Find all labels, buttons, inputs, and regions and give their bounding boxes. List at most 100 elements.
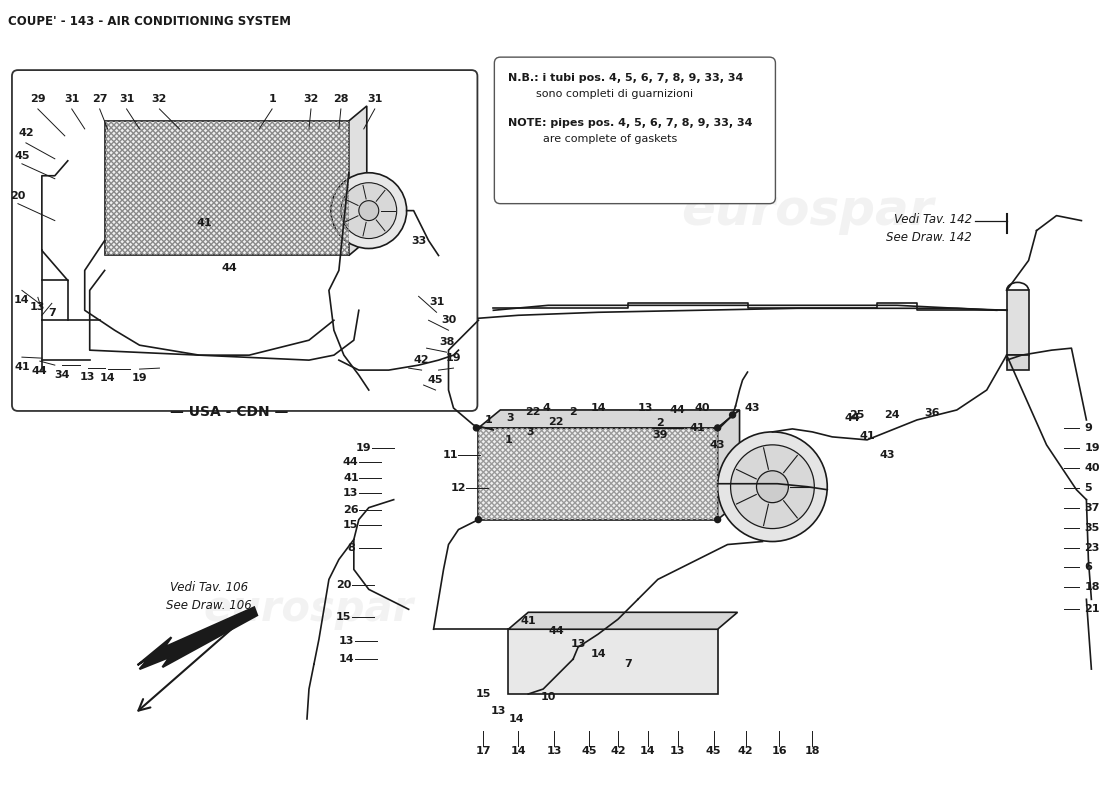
Text: 16: 16 xyxy=(771,746,788,756)
Text: 30: 30 xyxy=(441,315,456,326)
Text: 41: 41 xyxy=(859,431,874,441)
Text: 29: 29 xyxy=(30,94,46,104)
Text: 25: 25 xyxy=(849,410,865,420)
Text: 17: 17 xyxy=(475,746,491,756)
Text: COUPE' - 143 - AIR CONDITIONING SYSTEM: COUPE' - 143 - AIR CONDITIONING SYSTEM xyxy=(8,15,292,28)
Text: 36: 36 xyxy=(924,408,939,418)
Text: 6: 6 xyxy=(1085,562,1092,573)
Text: 15: 15 xyxy=(343,519,359,530)
Text: 14: 14 xyxy=(508,714,524,724)
Text: Vedi Tav. 142: Vedi Tav. 142 xyxy=(893,213,971,226)
Text: 33: 33 xyxy=(411,235,426,246)
Text: 40: 40 xyxy=(695,403,711,413)
Polygon shape xyxy=(138,607,257,669)
Text: NOTE: pipes pos. 4, 5, 6, 7, 8, 9, 33, 34: NOTE: pipes pos. 4, 5, 6, 7, 8, 9, 33, 3… xyxy=(508,118,752,128)
Text: 31: 31 xyxy=(64,94,79,104)
Text: 32: 32 xyxy=(152,94,167,104)
Text: 35: 35 xyxy=(1085,522,1100,533)
Text: 15: 15 xyxy=(475,689,491,699)
Text: 31: 31 xyxy=(119,94,134,104)
Text: eurospar: eurospar xyxy=(204,588,414,630)
Text: 41: 41 xyxy=(14,362,30,372)
Text: 1: 1 xyxy=(484,415,493,425)
Text: 12: 12 xyxy=(451,482,466,493)
Text: 14: 14 xyxy=(339,654,354,664)
Text: 13: 13 xyxy=(491,706,506,716)
Bar xyxy=(1006,355,1028,370)
Circle shape xyxy=(730,445,814,529)
Text: 2: 2 xyxy=(656,418,663,428)
Text: 13: 13 xyxy=(80,372,96,382)
Text: 13: 13 xyxy=(343,488,359,498)
Text: 3: 3 xyxy=(527,427,535,437)
Text: 13: 13 xyxy=(670,746,685,756)
Text: 41: 41 xyxy=(343,473,359,482)
Text: 11: 11 xyxy=(443,450,459,460)
FancyBboxPatch shape xyxy=(494,57,776,204)
Polygon shape xyxy=(478,410,739,428)
Text: 41: 41 xyxy=(690,423,705,433)
Text: 43: 43 xyxy=(710,440,725,450)
Text: 32: 32 xyxy=(304,94,319,104)
Text: 28: 28 xyxy=(333,94,349,104)
Text: 14: 14 xyxy=(640,746,656,756)
Polygon shape xyxy=(478,428,717,520)
Text: 10: 10 xyxy=(540,692,556,702)
Polygon shape xyxy=(349,106,366,255)
Text: 41: 41 xyxy=(197,218,212,227)
Text: 45: 45 xyxy=(14,151,30,161)
Text: 42: 42 xyxy=(414,355,429,365)
Text: 14: 14 xyxy=(100,373,116,383)
Circle shape xyxy=(473,425,480,431)
Text: 42: 42 xyxy=(738,746,754,756)
Text: 18: 18 xyxy=(804,746,821,756)
Text: See Draw. 142: See Draw. 142 xyxy=(886,230,971,243)
Text: Vedi Tav. 106: Vedi Tav. 106 xyxy=(170,582,249,594)
Text: 31: 31 xyxy=(429,298,444,307)
Text: — USA - CDN —: — USA - CDN — xyxy=(170,405,288,419)
Text: 45: 45 xyxy=(706,746,722,756)
Text: 19: 19 xyxy=(132,373,147,383)
Text: 14: 14 xyxy=(591,649,606,659)
Text: sono completi di guarnizioni: sono completi di guarnizioni xyxy=(508,89,693,99)
Text: 13: 13 xyxy=(339,636,354,646)
Text: 39: 39 xyxy=(652,430,668,440)
Text: 44: 44 xyxy=(221,263,238,274)
Text: 21: 21 xyxy=(1085,604,1100,614)
Text: 3: 3 xyxy=(506,413,514,423)
Text: 1: 1 xyxy=(268,94,276,104)
Text: 43: 43 xyxy=(879,450,894,460)
Text: 8: 8 xyxy=(346,542,354,553)
Text: 14: 14 xyxy=(14,295,30,306)
Text: 23: 23 xyxy=(1085,542,1100,553)
Text: 2: 2 xyxy=(569,407,578,417)
Text: 19: 19 xyxy=(356,443,372,453)
Text: 40: 40 xyxy=(1085,462,1100,473)
Bar xyxy=(1006,290,1028,355)
Text: N.B.: i tubi pos. 4, 5, 6, 7, 8, 9, 33, 34: N.B.: i tubi pos. 4, 5, 6, 7, 8, 9, 33, … xyxy=(508,73,744,83)
Circle shape xyxy=(715,425,720,431)
Text: 44: 44 xyxy=(670,405,685,415)
Text: 7: 7 xyxy=(624,659,631,669)
Circle shape xyxy=(729,412,736,418)
Text: 22: 22 xyxy=(549,417,564,427)
Text: 14: 14 xyxy=(591,403,606,413)
Text: 43: 43 xyxy=(745,403,760,413)
Text: 42: 42 xyxy=(18,128,34,138)
Circle shape xyxy=(341,182,397,238)
Text: 13: 13 xyxy=(547,746,562,756)
FancyBboxPatch shape xyxy=(12,70,477,411)
Polygon shape xyxy=(508,612,738,630)
Text: eurospar: eurospar xyxy=(681,186,934,234)
Text: 5: 5 xyxy=(1085,482,1092,493)
Text: 20: 20 xyxy=(10,190,25,201)
Text: 14: 14 xyxy=(510,746,526,756)
Polygon shape xyxy=(104,121,349,255)
Text: 24: 24 xyxy=(884,410,900,420)
Text: 18: 18 xyxy=(1085,582,1100,592)
Text: 13: 13 xyxy=(571,639,586,649)
Text: 26: 26 xyxy=(343,505,359,514)
Text: 44: 44 xyxy=(548,626,564,636)
Text: 22: 22 xyxy=(526,407,541,417)
Text: 45: 45 xyxy=(428,375,443,385)
